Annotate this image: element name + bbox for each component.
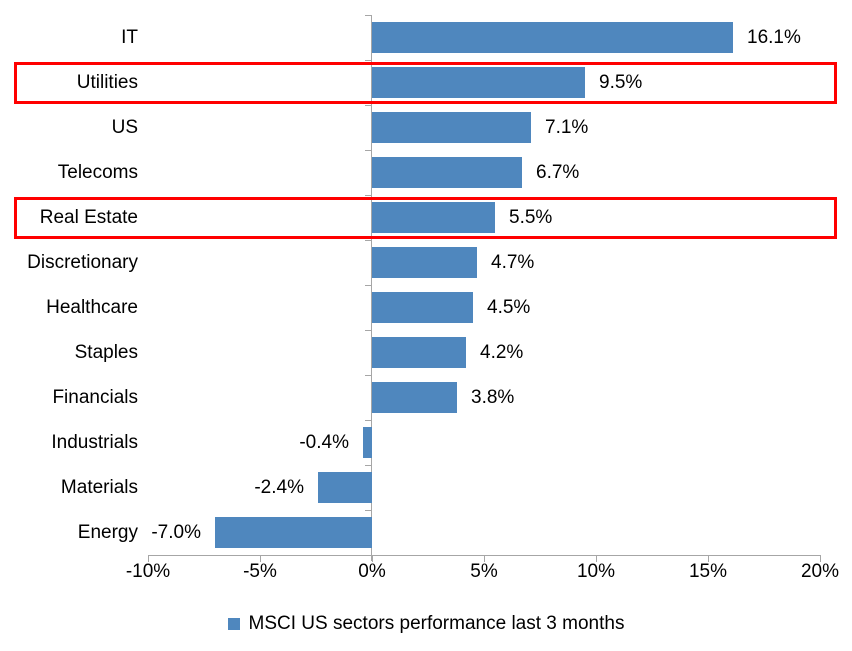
axis-tick — [365, 60, 371, 61]
category-label: Discretionary — [27, 252, 138, 273]
bar — [372, 67, 585, 98]
axis-tick — [365, 285, 371, 286]
axis-tick — [365, 555, 371, 556]
x-tick-label: -10% — [125, 561, 171, 582]
legend-square-icon — [227, 618, 240, 630]
axis-tick — [365, 150, 371, 151]
legend: MSCI US sectors performance last 3 month… — [0, 611, 852, 637]
bar — [372, 337, 466, 368]
highlight-box — [14, 62, 837, 104]
category-label: IT — [121, 27, 138, 48]
axis-tick — [365, 330, 371, 331]
value-label: 3.8% — [471, 387, 515, 408]
x-tick-label: 15% — [688, 561, 728, 582]
bar — [318, 472, 372, 503]
category-label: Real Estate — [39, 207, 138, 228]
x-axis-line — [148, 555, 821, 556]
axis-tick — [365, 465, 371, 466]
axis-tick — [596, 556, 597, 562]
value-label: 4.5% — [487, 297, 531, 318]
axis-tick — [148, 556, 149, 562]
bar — [372, 202, 495, 233]
axis-tick — [365, 420, 371, 421]
highlight-box — [14, 197, 837, 239]
axis-tick — [484, 556, 485, 562]
x-tick-label: 5% — [470, 561, 498, 582]
bar — [372, 382, 457, 413]
category-label: Financials — [52, 387, 138, 408]
value-label: 5.5% — [509, 207, 553, 228]
value-label: 4.2% — [480, 342, 524, 363]
value-label: -7.0% — [151, 522, 201, 543]
x-tick-label: 10% — [576, 561, 616, 582]
value-label: 16.1% — [747, 27, 801, 48]
axis-tick — [365, 240, 371, 241]
bar — [215, 517, 372, 548]
category-label: US — [111, 117, 138, 138]
bar — [372, 157, 522, 188]
axis-tick — [820, 556, 821, 562]
value-label: 9.5% — [599, 72, 643, 93]
bar — [372, 22, 733, 53]
value-label: -2.4% — [254, 477, 304, 498]
axis-tick — [372, 556, 373, 562]
value-label: -0.4% — [299, 432, 349, 453]
x-tick-label: 0% — [358, 561, 386, 582]
bar — [372, 247, 477, 278]
category-label: Telecoms — [57, 162, 138, 183]
axis-tick — [260, 556, 261, 562]
bar — [372, 112, 531, 143]
bar — [363, 427, 372, 458]
x-tick-label: 20% — [800, 561, 840, 582]
value-label: 4.7% — [491, 252, 535, 273]
axis-tick — [365, 195, 371, 196]
category-label: Energy — [77, 522, 138, 543]
value-label: 7.1% — [545, 117, 589, 138]
axis-tick — [708, 556, 709, 562]
axis-tick — [365, 15, 371, 16]
legend-label: MSCI US sectors performance last 3 month… — [248, 613, 625, 634]
category-label: Healthcare — [46, 297, 138, 318]
bar — [372, 292, 473, 323]
value-label: 6.7% — [536, 162, 580, 183]
category-label: Staples — [74, 342, 138, 363]
category-label: Materials — [60, 477, 138, 498]
axis-tick — [365, 510, 371, 511]
y-axis-line — [371, 15, 372, 561]
category-label: Utilities — [76, 72, 138, 93]
category-label: Industrials — [51, 432, 138, 453]
axis-tick — [365, 105, 371, 106]
x-tick-label: -5% — [243, 561, 277, 582]
axis-tick — [365, 375, 371, 376]
